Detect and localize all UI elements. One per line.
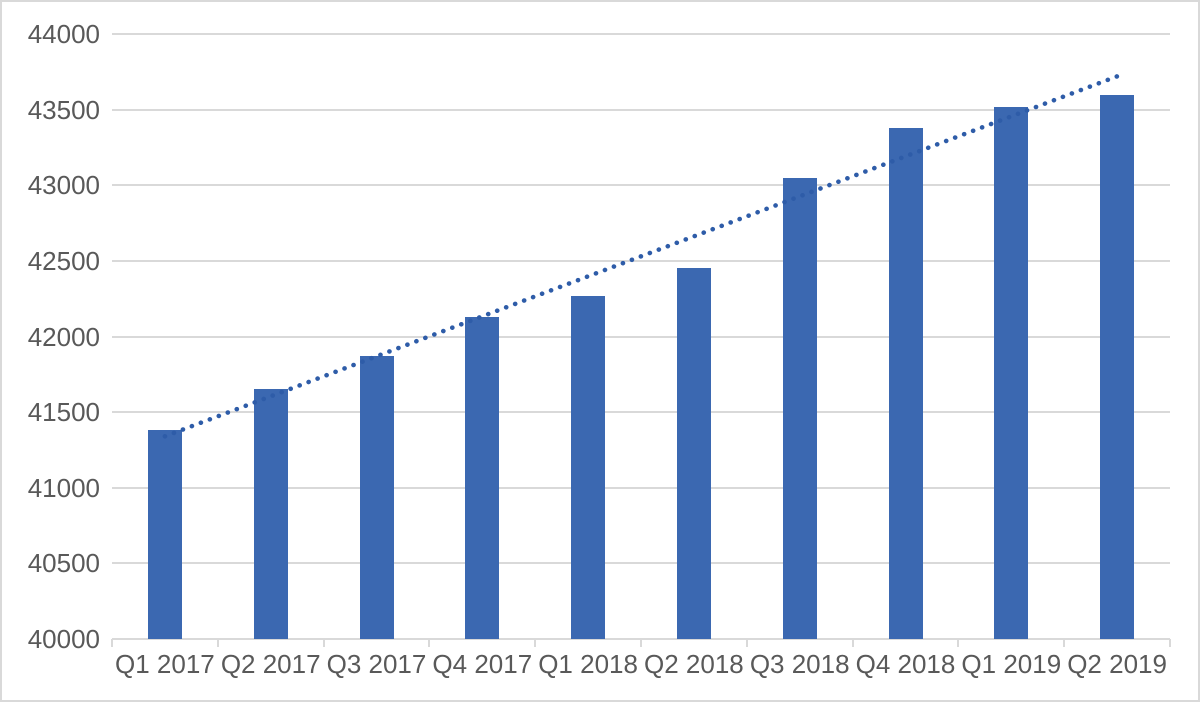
- gridline-41000: [112, 486, 1170, 489]
- x-axis-tick: [111, 639, 113, 647]
- y-axis-tick-label: 42500: [27, 245, 100, 276]
- bar-q4-2018: [888, 127, 923, 639]
- bar-q2-2018: [676, 268, 711, 639]
- bar-q1-2019: [994, 106, 1029, 639]
- y-axis-tick-label: 43000: [27, 170, 100, 201]
- gridline-40500: [112, 562, 1170, 565]
- bar-q1-2017: [147, 430, 182, 639]
- bar-q1-2018: [571, 295, 606, 639]
- x-axis-tick: [534, 639, 537, 647]
- x-axis-tick: [1169, 639, 1171, 647]
- x-axis-tick: [322, 639, 325, 647]
- x-axis-category-label: Q1 2019: [961, 649, 1062, 679]
- x-axis-tick: [428, 639, 431, 647]
- bar-q3-2018: [782, 177, 817, 639]
- x-axis-tick: [957, 639, 960, 647]
- bar-q2-2019: [1100, 94, 1135, 639]
- y-axis-tick-label: 41500: [27, 397, 100, 428]
- y-axis-tick-label: 44000: [27, 19, 100, 49]
- x-axis-category-label: Q2 2019: [1067, 649, 1167, 679]
- x-axis-category-label: Q2 2017: [220, 649, 321, 679]
- bar-q3-2017: [359, 356, 394, 639]
- x-axis-tick: [851, 639, 854, 647]
- gridline-44000: [112, 33, 1170, 35]
- bar-q4-2017: [465, 316, 500, 639]
- x-axis-category-label: Q1 2018: [538, 649, 638, 679]
- x-axis-tick: [640, 639, 642, 647]
- y-axis-tick-label: 40000: [27, 624, 100, 654]
- y-axis-tick-label: 43500: [27, 94, 100, 125]
- y-axis-tick-label: 42000: [27, 321, 100, 352]
- x-axis-tick: [216, 639, 219, 647]
- bar-q2-2017: [253, 389, 288, 639]
- x-axis-tick: [745, 639, 748, 647]
- x-axis-category-label: Q1 2017: [115, 649, 215, 679]
- x-axis-tick: [1063, 639, 1066, 647]
- y-axis-tick-label: 40500: [27, 548, 100, 579]
- x-axis-category-label: Q4 2018: [855, 649, 956, 679]
- x-axis-category-label: Q3 2017: [326, 649, 427, 679]
- x-axis-category-label: Q2 2018: [644, 649, 744, 679]
- x-axis-category-label: Q3 2018: [749, 649, 850, 679]
- x-axis-category-label: Q4 2017: [432, 649, 533, 679]
- y-axis-tick-label: 41000: [27, 472, 100, 503]
